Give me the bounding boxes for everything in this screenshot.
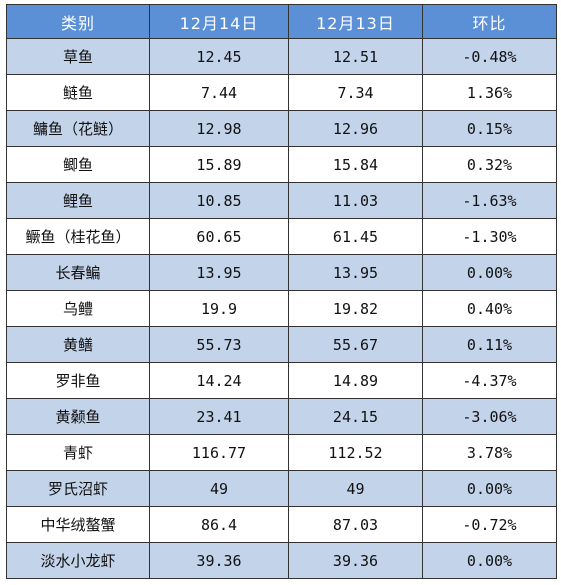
table-row: 草鱼 12.45 12.51 -0.48% xyxy=(6,38,557,75)
cell-dec13: 24.15 xyxy=(288,398,423,435)
cell-category: 鲫鱼 xyxy=(6,146,150,183)
table-row: 中华绒螯蟹 86.4 87.03 -0.72% xyxy=(6,506,557,543)
cell-dec14: 13.95 xyxy=(149,254,289,291)
cell-dec13: 55.67 xyxy=(288,326,423,363)
cell-change: -0.72% xyxy=(422,506,557,543)
cell-change: 3.78% xyxy=(422,434,557,471)
cell-category: 鳜鱼（桂花鱼） xyxy=(6,218,150,255)
header-dec14: 12月14日 xyxy=(149,4,289,39)
cell-change: -4.37% xyxy=(422,362,557,399)
cell-dec13: 11.03 xyxy=(288,182,423,219)
cell-change: 0.40% xyxy=(422,290,557,327)
cell-dec13: 87.03 xyxy=(288,506,423,543)
cell-dec14: 19.9 xyxy=(149,290,289,327)
cell-dec14: 86.4 xyxy=(149,506,289,543)
cell-change: 0.32% xyxy=(422,146,557,183)
cell-change: 1.36% xyxy=(422,74,557,111)
cell-category: 黄鳝 xyxy=(6,326,150,363)
cell-category: 中华绒螯蟹 xyxy=(6,506,150,543)
table-row: 乌鳢 19.9 19.82 0.40% xyxy=(6,290,557,327)
cell-category: 鳙鱼（花鲢） xyxy=(6,110,150,147)
cell-dec13: 61.45 xyxy=(288,218,423,255)
cell-category: 罗非鱼 xyxy=(6,362,150,399)
table-row: 青虾 116.77 112.52 3.78% xyxy=(6,434,557,471)
cell-dec13: 12.96 xyxy=(288,110,423,147)
cell-dec13: 12.51 xyxy=(288,38,423,75)
cell-change: -1.63% xyxy=(422,182,557,219)
table-row: 黄鳝 55.73 55.67 0.11% xyxy=(6,326,557,363)
cell-dec13: 112.52 xyxy=(288,434,423,471)
cell-category: 鲢鱼 xyxy=(6,74,150,111)
cell-dec14: 60.65 xyxy=(149,218,289,255)
table-row: 淡水小龙虾 39.36 39.36 0.00% xyxy=(6,542,557,579)
cell-dec13: 39.36 xyxy=(288,542,423,579)
header-row: 类别 12月14日 12月13日 环比 xyxy=(6,4,557,39)
table-row: 罗非鱼 14.24 14.89 -4.37% xyxy=(6,362,557,399)
cell-change: 0.11% xyxy=(422,326,557,363)
table-row: 黄颡鱼 23.41 24.15 -3.06% xyxy=(6,398,557,435)
header-change: 环比 xyxy=(422,4,557,39)
cell-change: 0.15% xyxy=(422,110,557,147)
cell-dec14: 12.45 xyxy=(149,38,289,75)
table-row: 鲢鱼 7.44 7.34 1.36% xyxy=(6,74,557,111)
price-table-container: 类别 12月14日 12月13日 环比 草鱼 12.45 12.51 -0.48% 鲢鱼… xyxy=(6,4,557,579)
cell-change: -3.06% xyxy=(422,398,557,435)
cell-change: 0.00% xyxy=(422,542,557,579)
cell-dec14: 7.44 xyxy=(149,74,289,111)
cell-dec13: 19.82 xyxy=(288,290,423,327)
cell-dec14: 14.24 xyxy=(149,362,289,399)
table-row: 罗氏沼虾 49 49 0.00% xyxy=(6,470,557,507)
cell-dec14: 15.89 xyxy=(149,146,289,183)
table-row: 鲤鱼 10.85 11.03 -1.63% xyxy=(6,182,557,219)
table-row: 长春鳊 13.95 13.95 0.00% xyxy=(6,254,557,291)
cell-dec13: 14.89 xyxy=(288,362,423,399)
cell-category: 乌鳢 xyxy=(6,290,150,327)
header-category: 类别 xyxy=(6,4,150,39)
cell-dec14: 39.36 xyxy=(149,542,289,579)
cell-change: -1.30% xyxy=(422,218,557,255)
cell-change: 0.00% xyxy=(422,254,557,291)
cell-dec14: 55.73 xyxy=(149,326,289,363)
cell-category: 青虾 xyxy=(6,434,150,471)
cell-dec14: 116.77 xyxy=(149,434,289,471)
cell-category: 鲤鱼 xyxy=(6,182,150,219)
cell-category: 黄颡鱼 xyxy=(6,398,150,435)
cell-category: 淡水小龙虾 xyxy=(6,542,150,579)
table-row: 鳙鱼（花鲢） 12.98 12.96 0.15% xyxy=(6,110,557,147)
cell-change: 0.00% xyxy=(422,470,557,507)
cell-dec13: 49 xyxy=(288,470,423,507)
cell-dec14: 12.98 xyxy=(149,110,289,147)
cell-dec13: 7.34 xyxy=(288,74,423,111)
cell-change: -0.48% xyxy=(422,38,557,75)
table-row: 鳜鱼（桂花鱼） 60.65 61.45 -1.30% xyxy=(6,218,557,255)
cell-category: 罗氏沼虾 xyxy=(6,470,150,507)
cell-category: 长春鳊 xyxy=(6,254,150,291)
cell-category: 草鱼 xyxy=(6,38,150,75)
cell-dec14: 10.85 xyxy=(149,182,289,219)
cell-dec13: 15.84 xyxy=(288,146,423,183)
cell-dec14: 23.41 xyxy=(149,398,289,435)
header-dec13: 12月13日 xyxy=(288,4,423,39)
cell-dec14: 49 xyxy=(149,470,289,507)
price-table: 类别 12月14日 12月13日 环比 草鱼 12.45 12.51 -0.48% 鲢鱼… xyxy=(6,4,557,579)
table-row: 鲫鱼 15.89 15.84 0.32% xyxy=(6,146,557,183)
cell-dec13: 13.95 xyxy=(288,254,423,291)
